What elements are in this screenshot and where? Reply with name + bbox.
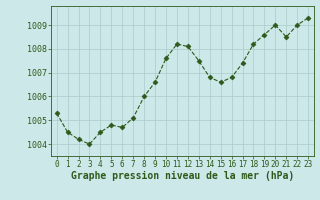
X-axis label: Graphe pression niveau de la mer (hPa): Graphe pression niveau de la mer (hPa) xyxy=(71,171,294,181)
